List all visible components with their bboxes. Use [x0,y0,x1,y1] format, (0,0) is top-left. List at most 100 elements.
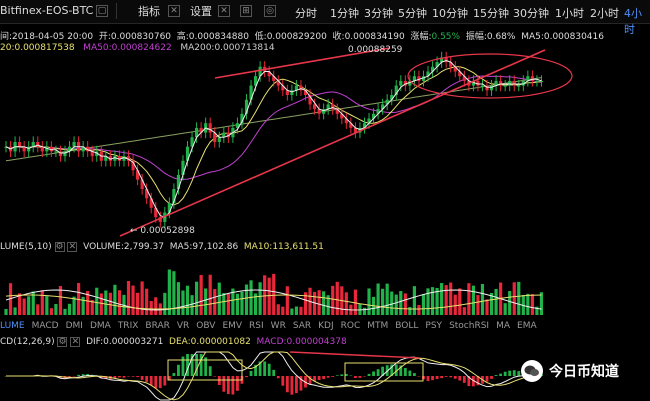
tab-ema[interactable]: EMA [517,321,537,331]
indicator-button[interactable]: 指标 [138,3,160,19]
macd-histogram-bar [68,376,71,377]
volume-bar [430,287,435,315]
candle-body [503,85,507,87]
tab-kdj[interactable]: KDJ [318,321,334,331]
camera-icon: ◎ [264,5,276,17]
tab-obv[interactable]: OBV [196,321,216,331]
candle-body [208,123,212,133]
candle-body [172,189,176,204]
candle-body [449,62,453,67]
tab-stochrsi[interactable]: StochRSI [449,321,490,331]
timeframe-5[interactable]: 15分钟 [473,7,509,20]
tab-dmi[interactable]: DMI [65,321,83,331]
macd-histogram-bar [195,354,198,376]
candle-body [267,71,271,77]
candle-body [476,80,480,86]
gear-icon[interactable]: ⚙ [57,337,68,347]
macd-histogram-bar [181,356,185,376]
volume-bar [204,288,208,315]
timeframe-1[interactable]: 1分钟 [330,7,359,20]
settings-button[interactable]: 设置 [190,3,212,19]
candle-body [86,146,90,152]
tab-trix[interactable]: TRIX [117,321,139,331]
tab-boll[interactable]: BOLL [395,321,419,331]
timeframe-7[interactable]: 1小时 [555,7,584,20]
candle-body [117,156,122,161]
volume-bar [90,299,94,315]
candle-body [371,113,376,119]
candle-body [36,142,40,147]
timeframe-3[interactable]: 5分钟 [398,7,427,20]
tab-sar[interactable]: SAR [292,321,312,331]
macd-histogram-bar [59,376,62,379]
macd-histogram-bar [136,376,139,377]
timeframe-0[interactable]: 分时 [295,7,317,20]
timeframe-4[interactable]: 10分钟 [432,7,468,20]
candle-body [272,76,276,81]
candle-body [399,80,403,86]
candle-body [444,57,448,63]
candle-body [517,85,521,87]
timeframe-6[interactable]: 30分钟 [513,7,549,20]
candle-body [335,109,339,114]
candle-body [394,85,398,95]
volume-bar [163,292,167,315]
gear-icon[interactable]: ⚙ [54,242,65,252]
macd-histogram-bar [131,376,135,377]
volume-ma5: MA5:97,102.86 [169,242,239,252]
grid-button[interactable]: ⊞ [240,3,252,19]
tab-wr[interactable]: WR [270,321,286,331]
macd-histogram-bar [77,374,81,376]
close-icon[interactable]: ✕ [70,337,81,347]
macd-histogram-bar [322,376,326,380]
volume-bar [267,277,271,315]
macd-histogram-bar [140,376,144,380]
candle-body [381,104,385,110]
candle-body [95,151,99,157]
timeframe-8[interactable]: 2小时 [590,7,619,20]
candle-body [49,146,53,152]
tab-macd[interactable]: MACD [31,321,59,331]
volume-bar [290,308,294,315]
indicator-close-button[interactable]: ✕ [168,3,180,19]
volume-bar [317,290,321,315]
timeframe-2[interactable]: 3分钟 [364,7,393,20]
tab-dma[interactable]: DMA [89,321,111,331]
candle-body [390,95,394,100]
volume-bar [412,286,417,315]
tab-lume[interactable]: LUME [0,321,25,331]
macd-histogram-bar [485,376,489,382]
tab-roc[interactable]: ROC [340,321,361,331]
macd-histogram-bar [449,376,453,378]
tab-mtm[interactable]: MTM [367,321,389,331]
macd-histogram-bar [431,376,434,381]
timeframe-9[interactable]: 4小时 [624,7,642,36]
macd-histogram-bar [453,376,457,379]
volume-ma10: MA10:113,611.51 [243,242,324,252]
macd-histogram-bar [372,371,375,376]
volume-chart[interactable] [0,254,650,317]
candle-body [131,160,135,171]
tab-brar[interactable]: BRAR [145,321,170,331]
candle-body [40,146,44,152]
expand-button[interactable]: ▢ [96,3,108,19]
candle-body [222,132,226,138]
amp-value: 0.68% [486,32,516,42]
tab-psy[interactable]: PSY [425,321,443,331]
volume-bar [385,283,389,315]
tab-ma[interactable]: MA [496,321,511,331]
consolidation-circle [407,53,573,99]
settings-close-button[interactable]: ✕ [218,3,230,19]
close-icon[interactable]: ✕ [67,242,78,252]
tab-rsi[interactable]: RSI [249,321,264,331]
open-value: 开:0.000830760 [98,32,172,42]
price-chart[interactable]: 0.00088259 ← 0.00052898 [0,40,650,238]
volume-bar [417,305,421,315]
macd-chart[interactable] [0,348,650,401]
macd-histogram-bar [285,376,289,393]
tab-emv[interactable]: EMV [222,321,243,331]
screenshot-button[interactable]: ◎ [264,3,276,19]
macd-histogram-bar [99,376,103,379]
tab-vr[interactable]: VR [176,321,190,331]
volume-bar [449,282,453,315]
